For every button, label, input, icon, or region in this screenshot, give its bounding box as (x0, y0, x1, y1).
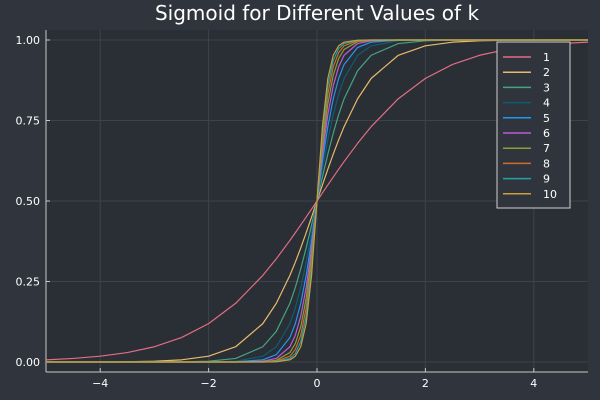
x-tick-label: −2 (200, 377, 216, 390)
legend-label-k9: 9 (543, 173, 550, 186)
y-tick-label: 0.75 (16, 115, 41, 128)
y-tick-label: 0.50 (16, 195, 41, 208)
y-tick-label: 1.00 (16, 34, 41, 47)
legend-label-k8: 8 (543, 157, 550, 170)
x-tick-label: 0 (314, 377, 321, 390)
y-tick-label: 0.25 (16, 276, 41, 289)
legend: 1 2 3 4 5 6 7 8 9 10 (496, 41, 571, 209)
legend-label-k4: 4 (543, 97, 550, 110)
chart-title: Sigmoid for Different Values of k (155, 1, 479, 25)
y-tick-label: 0.00 (16, 356, 41, 369)
legend-label-k2: 2 (543, 66, 550, 79)
legend-label-k1: 1 (543, 51, 550, 64)
series-line-k10 (46, 39, 588, 363)
legend-label-k7: 7 (543, 142, 550, 155)
x-tick-label: −4 (92, 377, 108, 390)
legend-box (496, 41, 571, 209)
legend-label-k3: 3 (543, 81, 550, 94)
x-tick-label: 2 (422, 377, 429, 390)
axes: −4 −2 0 2 4 0.00 0.25 0.50 0.75 1.00 (16, 30, 588, 390)
x-tick-label: 4 (530, 377, 537, 390)
legend-label-k6: 6 (543, 127, 550, 140)
legend-label-k10: 10 (543, 188, 557, 201)
legend-label-k5: 5 (543, 112, 550, 125)
series-lines (45, 39, 589, 363)
